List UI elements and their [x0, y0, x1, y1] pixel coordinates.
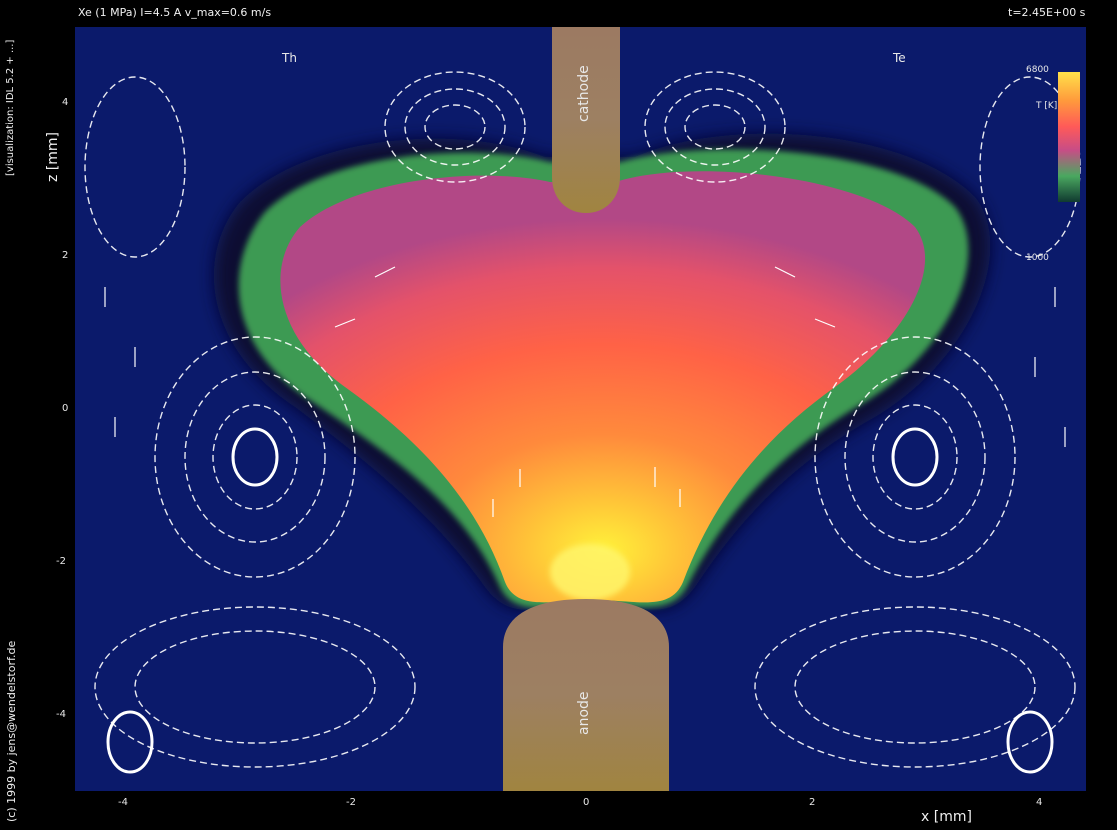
z-tick: 0 — [62, 403, 69, 414]
anode-electrode — [503, 599, 669, 791]
anode-label: anode — [576, 691, 592, 735]
cathode-label: cathode — [576, 65, 592, 122]
plasma-arc-plot — [84, 27, 1081, 791]
x-tick: 0 — [583, 797, 590, 808]
colorbar-unit: T [K] — [1036, 101, 1058, 111]
left-panel-label: Th — [282, 51, 297, 65]
z-tick: -4 — [56, 709, 66, 720]
x-tick: -4 — [118, 797, 128, 808]
z-tick: 4 — [62, 97, 69, 108]
x-tick: -2 — [346, 797, 356, 808]
arrow-icon — [104, 266, 1066, 517]
temperature-colorbar — [1058, 72, 1080, 202]
z-axis-label: z [mm] — [45, 132, 61, 182]
plot-title: Xe (1 MPa) I=4.5 A v_max=0.6 m/s — [78, 6, 272, 19]
z-tick: -2 — [56, 556, 66, 567]
visualization-note: [visualization: IDL 5.2 + ...] — [5, 39, 16, 176]
x-axis-label: x [mm] — [921, 809, 972, 825]
temperature-field — [75, 27, 1086, 791]
time-readout: t=2.45E+00 s — [1008, 6, 1086, 19]
right-panel-label: Te — [893, 51, 906, 65]
x-tick: 4 — [1036, 797, 1043, 808]
colorbar-min: 1000 — [1026, 253, 1049, 263]
x-tick: 2 — [809, 797, 816, 808]
copyright-note: (c) 1999 by jens@wendelstorf.de — [5, 640, 18, 822]
z-tick: 2 — [62, 250, 69, 261]
colorbar-max: 6800 — [1026, 65, 1049, 75]
cathode-electrode — [552, 27, 620, 213]
